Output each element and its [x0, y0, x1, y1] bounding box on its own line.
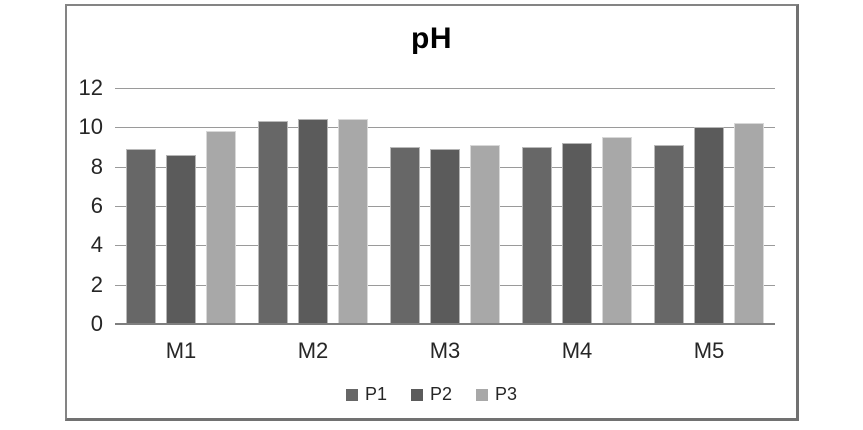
chart-title: pH	[411, 22, 452, 55]
bar-P1-M3	[390, 147, 420, 324]
y-tick-label-2: 2	[90, 271, 103, 297]
x-category-label-M2: M2	[297, 338, 329, 363]
plot-area: 0 2 4 6 8 10 12	[79, 76, 775, 336]
legend-marker-P2	[410, 388, 423, 401]
y-tick-label-10: 10	[78, 114, 103, 140]
bar-P3-M4	[602, 137, 632, 324]
bar-P3-M3	[470, 145, 500, 324]
x-category-label-M4: M4	[561, 338, 593, 363]
gridline-12	[115, 88, 775, 89]
legend-marker-P3	[476, 388, 489, 401]
x-category-label-M5: M5	[693, 338, 725, 363]
y-tick-label-4: 4	[90, 232, 103, 258]
bar-P3-M2	[338, 119, 368, 324]
chart-frame: pH 0 2 4 6 8 10 12 M1 M2 M3 M4 M5 P1 P2 P3	[65, 4, 799, 421]
bar-P2-M3	[430, 148, 460, 324]
legend: P1 P2 P3	[67, 384, 796, 405]
y-tick-label-0: 0	[90, 311, 103, 336]
category-group-M1	[115, 88, 247, 324]
bar-P3-M1	[206, 131, 236, 324]
legend-item-P1: P1	[345, 384, 387, 405]
category-group-M2	[247, 88, 379, 324]
bar-P2-M1	[166, 154, 196, 324]
x-category-label-M3: M3	[429, 338, 461, 363]
bar-P3-M5	[734, 123, 764, 324]
legend-item-P3: P3	[476, 384, 517, 405]
bars-layer	[115, 88, 775, 324]
bar-P1-M5	[654, 145, 684, 324]
y-tick-label-12: 12	[78, 75, 103, 100]
y-tick-label-6: 6	[90, 193, 103, 218]
x-axis-line	[115, 323, 775, 325]
x-axis-labels: M1 M2 M3 M4 M5	[115, 338, 775, 364]
bar-P1-M2	[258, 121, 288, 324]
category-group-M4	[511, 88, 643, 324]
bar-P2-M5	[694, 127, 724, 324]
legend-marker-P1	[345, 388, 358, 401]
x-category-label-M1: M1	[165, 338, 197, 363]
bar-P2-M2	[298, 119, 328, 324]
category-group-M3	[379, 88, 511, 324]
bar-P1-M4	[522, 147, 552, 324]
bar-P1-M1	[126, 148, 156, 324]
category-group-M5	[643, 88, 775, 324]
bar-P2-M4	[562, 143, 592, 324]
legend-item-P2: P2	[410, 384, 453, 405]
legend-label-P3: P3	[495, 384, 518, 404]
legend-label-P1: P1	[364, 384, 387, 404]
y-tick-label-8: 8	[90, 153, 103, 179]
legend-label-P2: P2	[429, 384, 453, 404]
gridline-10	[115, 127, 775, 129]
